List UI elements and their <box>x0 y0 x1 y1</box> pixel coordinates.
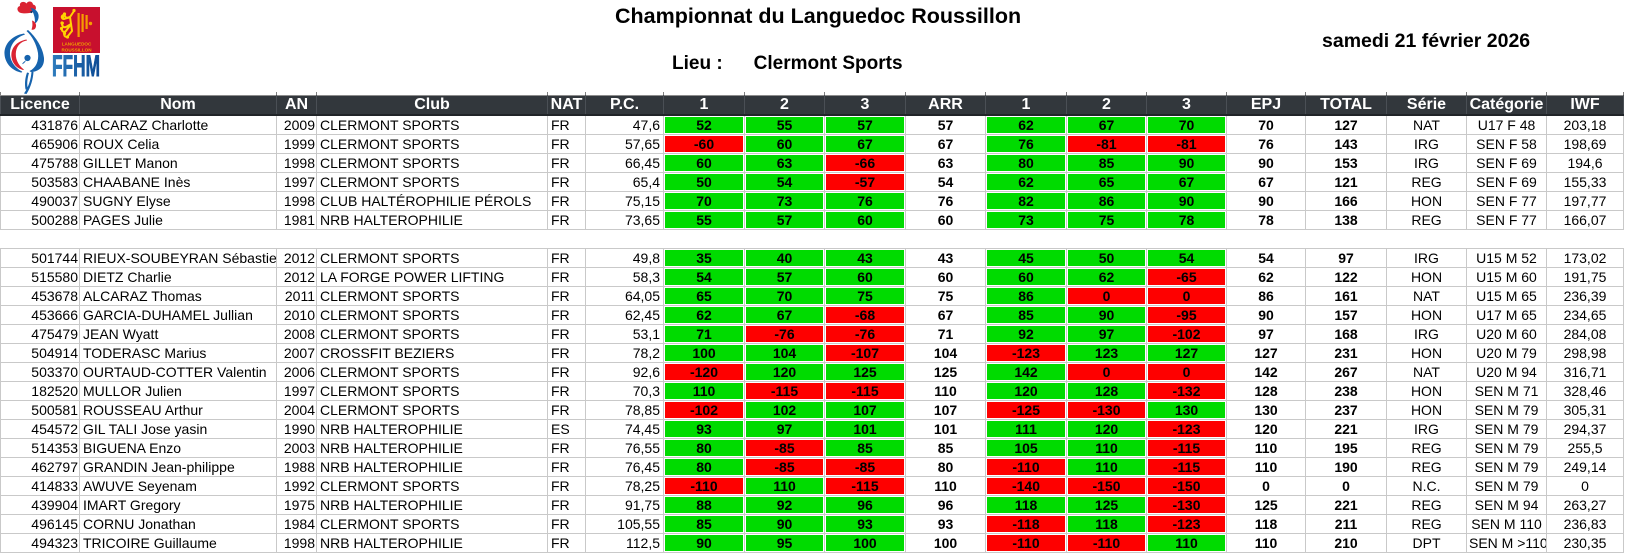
svg-text:LANGUEDOC: LANGUEDOC <box>62 42 92 47</box>
svg-text:FFHM: FFHM <box>52 50 100 83</box>
svg-text:ROUSSILLON: ROUSSILLON <box>61 48 92 53</box>
